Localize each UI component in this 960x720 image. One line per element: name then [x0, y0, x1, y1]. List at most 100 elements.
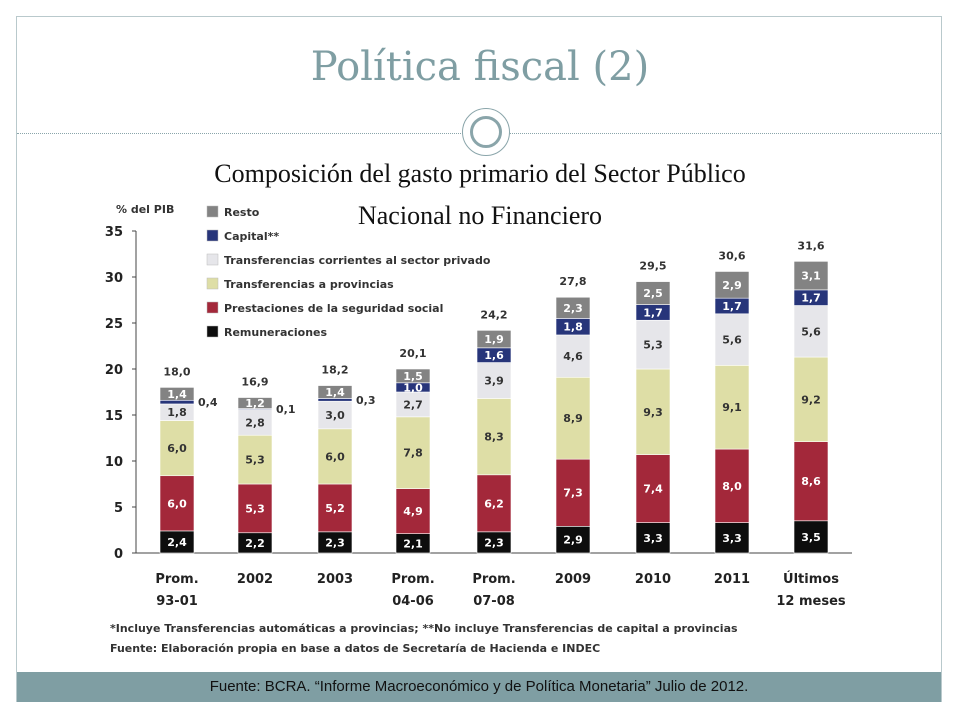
data-label: 1,8	[563, 321, 583, 334]
data-label: 2,2	[245, 537, 265, 550]
bar-segment	[395, 416, 431, 489]
chart-source-note: Fuente: Elaboración propia en base a dat…	[110, 642, 601, 655]
bar-segment	[793, 261, 829, 291]
bar-segment	[714, 522, 750, 554]
y-tick-label: 10	[105, 455, 123, 470]
x-tick-label: Prom.	[472, 572, 515, 587]
y-tick-label: 30	[105, 271, 123, 286]
bar-segment	[237, 409, 273, 436]
divider-ring-ornament	[462, 108, 510, 156]
x-tick-label: Prom.	[391, 572, 434, 587]
x-tick-label: Prom.	[155, 572, 198, 587]
data-label: 3,3	[722, 532, 742, 545]
data-label: 3,5	[801, 531, 821, 544]
data-label: 9,1	[722, 401, 742, 414]
y-tick-label: 35	[105, 225, 123, 240]
total-label: 16,9	[241, 376, 268, 389]
data-label: 2,5	[643, 287, 663, 300]
data-label: 8,0	[722, 480, 742, 493]
data-label: 2,8	[245, 416, 265, 429]
legend-swatch	[206, 229, 219, 242]
bar-segment	[317, 483, 353, 533]
data-label: 8,6	[801, 475, 821, 488]
x-tick-label: Últimos	[783, 571, 839, 587]
bar-segment	[555, 296, 591, 319]
total-label: 18,0	[163, 365, 190, 378]
total-label: 30,6	[718, 249, 745, 262]
bar-segment	[476, 330, 512, 349]
data-label: 2,9	[722, 279, 742, 292]
y-tick-label: 20	[105, 363, 123, 378]
legend-swatch	[206, 205, 219, 218]
data-label: 1,4	[325, 386, 345, 399]
data-label: 1,7	[643, 306, 663, 319]
bar-segment	[635, 454, 671, 523]
bar-segment	[476, 398, 512, 476]
data-label: 4,9	[403, 505, 423, 518]
data-label: 2,9	[563, 534, 583, 547]
legend-label: Capital**	[224, 230, 279, 243]
bar-segment	[317, 385, 353, 399]
bar-segment	[237, 483, 273, 534]
data-label: 1,9	[484, 333, 504, 346]
legend-label: Remuneraciones	[224, 326, 328, 339]
data-label: 7,4	[643, 483, 663, 496]
data-label: 5,6	[722, 334, 742, 347]
data-label: 8,3	[484, 431, 504, 444]
x-tick-label: 2010	[635, 572, 671, 587]
data-label: 2,1	[403, 537, 423, 550]
data-label: 0,4	[198, 396, 218, 409]
bar-segment	[159, 420, 195, 477]
data-label: 2,3	[563, 302, 583, 315]
x-tick-label: 2003	[317, 572, 353, 587]
bar-segment	[237, 434, 273, 485]
data-label: 5,3	[643, 339, 663, 352]
chart-heading-line2: Nacional no Financiero	[357, 201, 603, 230]
divider-ring-inner	[470, 116, 502, 148]
data-label: 1,6	[484, 349, 504, 362]
data-label: 3,9	[484, 375, 504, 388]
bar-segment	[555, 376, 591, 460]
total-label: 20,1	[399, 347, 426, 360]
data-label: 6,2	[484, 497, 504, 510]
data-label: 5,2	[325, 502, 345, 515]
legend-label: Prestaciones de la seguridad social	[224, 302, 443, 315]
data-label: 6,0	[167, 497, 187, 510]
bar-segment	[159, 387, 195, 401]
data-label: 8,9	[563, 412, 583, 425]
bar-segment	[395, 488, 431, 534]
bar-segment	[476, 474, 512, 533]
legend-label: Transferencias a provincias	[224, 278, 394, 291]
data-label: 1,4	[167, 388, 187, 401]
bar-segment	[635, 522, 671, 554]
data-label: 5,3	[245, 502, 265, 515]
legend-swatch	[206, 253, 219, 266]
bar-segment	[793, 520, 829, 554]
total-label: 24,2	[480, 308, 507, 321]
bar-segment	[714, 271, 750, 299]
data-label: 0,1	[276, 403, 296, 416]
bar-segment	[317, 400, 353, 430]
bar-segment	[714, 365, 750, 450]
data-label: 6,0	[325, 450, 345, 463]
total-label: 31,6	[797, 239, 824, 252]
bar-segment	[793, 356, 829, 442]
total-label: 18,2	[321, 364, 348, 377]
y-tick-label: 0	[114, 547, 123, 562]
data-label: 1,7	[722, 300, 742, 313]
bar-segment	[395, 368, 431, 384]
legend-swatch	[206, 325, 219, 338]
y-axis-label: % del PIB	[116, 203, 174, 216]
total-label: 27,8	[559, 275, 586, 288]
chart-footnote: *Incluye Transferencias automáticas a pr…	[110, 622, 738, 635]
data-label: 2,3	[325, 536, 345, 549]
data-label: 1,2	[245, 397, 265, 410]
data-label: 9,3	[643, 406, 663, 419]
data-label: 1,8	[167, 406, 187, 419]
x-tick-label: 2002	[237, 572, 273, 587]
bar-segment	[237, 397, 273, 409]
legend-swatch	[206, 301, 219, 314]
data-label: 3,3	[643, 532, 663, 545]
total-label: 29,5	[639, 260, 666, 273]
data-label: 9,2	[801, 393, 821, 406]
